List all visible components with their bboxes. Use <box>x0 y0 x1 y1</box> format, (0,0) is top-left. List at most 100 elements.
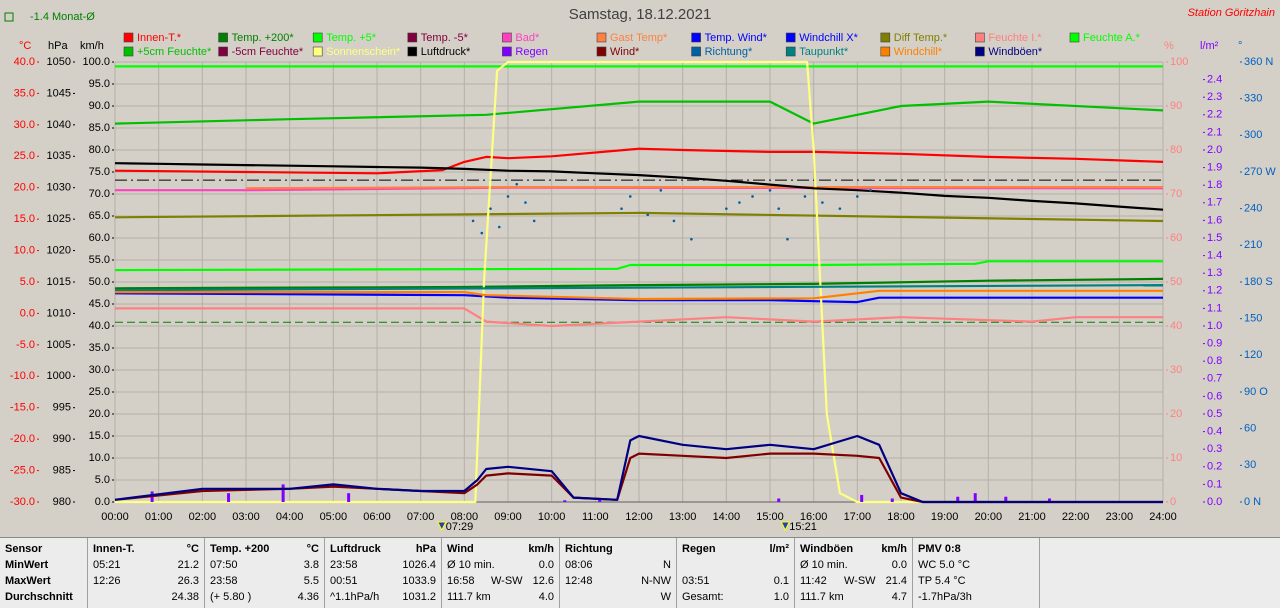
y-tick-label: 1.3 <box>1207 267 1222 279</box>
rain-bar <box>347 493 351 502</box>
x-tick-label: 14:00 <box>713 511 741 523</box>
x-tick-label: 18:00 <box>887 511 915 523</box>
table-cell: 111.7 km 4.0 <box>447 589 554 605</box>
cell-text: ^1.1hPa/h <box>330 591 380 603</box>
table-cell: Luftdruck hPa <box>330 541 436 557</box>
legend-swatch <box>218 32 228 43</box>
series-line <box>114 147 1164 175</box>
y-tick-label: 30.0 <box>89 364 110 376</box>
table-cell: Ø 10 min. 0.0 <box>800 557 907 573</box>
direction-dot <box>751 195 754 198</box>
y-tick-label: 100 <box>1170 56 1188 68</box>
legend-swatch <box>312 46 323 57</box>
y-tick-label: 20.0 <box>14 182 35 194</box>
rain-bar <box>777 498 781 502</box>
legend-label: Temp. +5* <box>326 32 377 44</box>
cell-text: 4.0 <box>538 591 554 603</box>
y-tick-label: 10.0 <box>14 244 35 256</box>
y-tick-label: 60 <box>1170 232 1182 244</box>
y-tick-label: 60 <box>1244 423 1256 435</box>
legend-label: -5cm Feuchte* <box>232 46 304 58</box>
legend-swatch <box>691 32 701 43</box>
table-cell: Gesamt: 1.0 <box>682 589 789 605</box>
table-column: Richtung 08:06 N 12:48 N-NW W <box>560 538 677 608</box>
cell-text: Ø 10 min. <box>800 559 848 571</box>
x-tick-label: 08:00 <box>451 511 479 523</box>
cell-text: 4.36 <box>297 591 319 603</box>
y-tick-label: 25.0 <box>14 150 35 162</box>
y-tick-label: 0 <box>1170 496 1176 508</box>
column-unit: km/h <box>881 543 907 555</box>
direction-dot <box>646 213 650 217</box>
axis-unit: °C <box>19 40 31 52</box>
direction-dot <box>777 207 781 210</box>
legend-label: Temp. -5* <box>421 32 469 44</box>
cell-text: 5.5 <box>303 575 319 587</box>
y-tick-label: 990 <box>53 433 71 445</box>
cell-text: 24.38 <box>171 591 199 603</box>
legend-label: Innen-T.* <box>137 32 182 44</box>
y-tick-label: 1015 <box>47 276 71 288</box>
cell-text: -1.7hPa/3h <box>918 591 972 603</box>
x-tick-label: 24:00 <box>1149 511 1177 523</box>
rain-bar <box>890 498 894 502</box>
cell-text: 1026.4 <box>402 559 436 571</box>
cell-text: 12.6 <box>532 575 554 587</box>
y-tick-label: 40.0 <box>14 56 35 68</box>
sun-time-label: 07:29 <box>446 521 474 533</box>
x-tick-label: 11:00 <box>582 511 609 523</box>
statistics-table: Sensor MinWert MaxWert Durchschnitt Innen-T.… <box>0 537 1280 608</box>
table-cell: WC 5.0 °C <box>918 557 1034 573</box>
direction-dot <box>506 195 510 198</box>
y-tick-label: 30.0 <box>14 119 35 131</box>
legend-swatch <box>502 32 512 43</box>
table-cell: Durchschnitt <box>5 589 82 605</box>
y-tick-label: 1.7 <box>1207 197 1222 209</box>
y-tick-label: 0 N <box>1244 496 1261 508</box>
axis-unit: ° <box>1238 40 1242 52</box>
cell-text: Ø 10 min. <box>447 559 495 571</box>
cell-text: 23:58 <box>330 559 358 571</box>
y-tick-label: 1050 <box>47 56 71 68</box>
direction-dot <box>786 237 789 241</box>
row-label: MaxWert <box>5 575 51 587</box>
cell-text: W-SW <box>491 575 523 587</box>
cell-text: Gesamt: <box>682 591 724 603</box>
station-name: Station Göritzhain <box>1188 7 1275 19</box>
legend-swatch <box>502 46 512 57</box>
table-cell: PMV 0:8 <box>918 541 1034 557</box>
table-cell: 05:21 21.2 <box>93 557 199 573</box>
y-tick-label: 1.9 <box>1207 162 1222 174</box>
table-cell: Wind km/h <box>447 541 554 557</box>
y-tick-label: 0.6 <box>1207 390 1222 402</box>
y-tick-label: 0.4 <box>1207 426 1222 438</box>
legend-label: +5cm Feuchte* <box>137 46 212 58</box>
direction-dot <box>869 189 872 192</box>
legend-swatch <box>218 46 228 57</box>
direction-dot <box>690 237 693 241</box>
x-tick-label: 04:00 <box>276 511 304 523</box>
y-tick-label: -20.0 <box>10 433 35 445</box>
series-line <box>114 100 1164 125</box>
table-cell: 00:51 1033.9 <box>330 573 436 589</box>
direction-dot <box>524 201 527 204</box>
y-tick-label: -5.0 <box>16 339 35 351</box>
column-unit: l/m² <box>769 543 789 555</box>
table-cell: MaxWert <box>5 573 82 589</box>
rain-bar <box>973 493 977 502</box>
y-tick-label: 180 S <box>1244 276 1273 288</box>
legend-label: Windchill* <box>894 46 943 58</box>
y-tick-label: 0.0 <box>20 307 35 319</box>
legend-swatch <box>785 32 796 43</box>
row-label: Durchschnitt <box>5 591 73 603</box>
y-tick-label: 50 <box>1170 276 1182 288</box>
legend-swatch <box>691 46 701 57</box>
legend-label: Windchill X* <box>799 32 858 44</box>
legend-swatch <box>596 46 607 57</box>
cell-text: 05:21 <box>93 559 121 571</box>
x-tick-label: 16:00 <box>800 511 828 523</box>
y-tick-label: 85.0 <box>89 122 110 134</box>
direction-dot <box>628 195 632 198</box>
y-tick-label: 10 <box>1170 452 1182 464</box>
direction-dot <box>838 207 842 210</box>
